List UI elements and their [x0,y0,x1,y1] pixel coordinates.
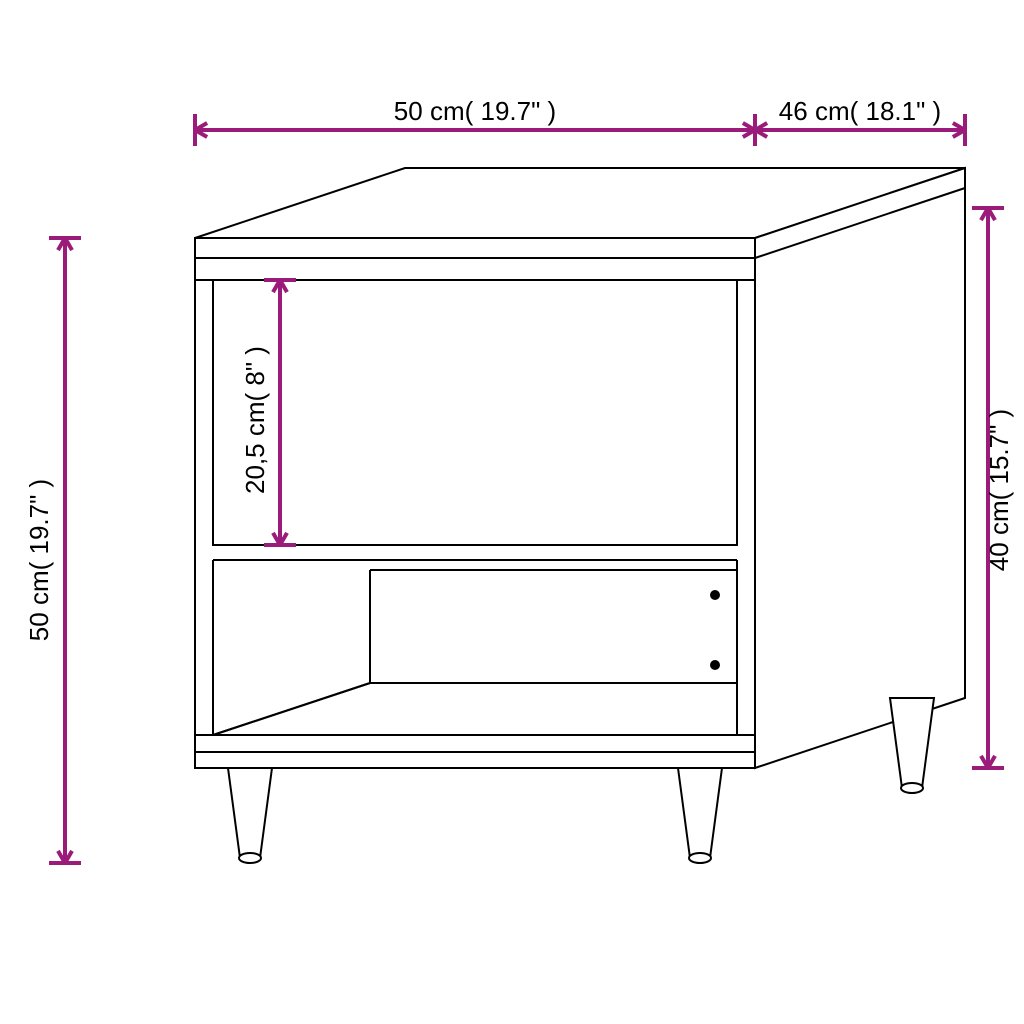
label-height-body: 40 cm( 15.7" ) [984,409,1014,571]
side-panel [755,168,965,768]
leg-front-right [678,768,722,863]
screw-dot [710,590,720,600]
furniture-drawing [195,168,965,863]
drawer-front [213,280,737,545]
label-width: 50 cm( 19.7" ) [394,96,556,126]
screw-dot [710,660,720,670]
leg-back-right [890,698,934,793]
dimension-diagram: 50 cm( 19.7" ) 46 cm( 18.1" ) 50 cm( 19.… [0,0,1024,1024]
label-height-total: 50 cm( 19.7" ) [24,479,54,641]
label-depth: 46 cm( 18.1" ) [779,96,941,126]
label-drawer: 20,5 cm( 8" ) [240,346,270,494]
leg-front-left [228,768,272,863]
